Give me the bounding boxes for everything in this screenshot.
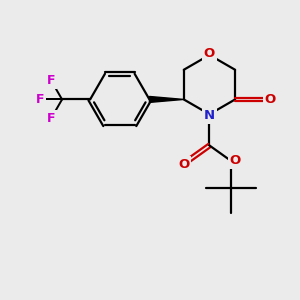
Text: F: F xyxy=(47,112,56,125)
Polygon shape xyxy=(149,97,184,102)
Text: O: O xyxy=(178,158,190,170)
Text: F: F xyxy=(36,93,44,106)
Text: O: O xyxy=(204,47,215,60)
Text: N: N xyxy=(204,109,215,122)
Text: O: O xyxy=(264,93,275,106)
Text: O: O xyxy=(229,154,241,167)
Text: F: F xyxy=(47,74,56,87)
